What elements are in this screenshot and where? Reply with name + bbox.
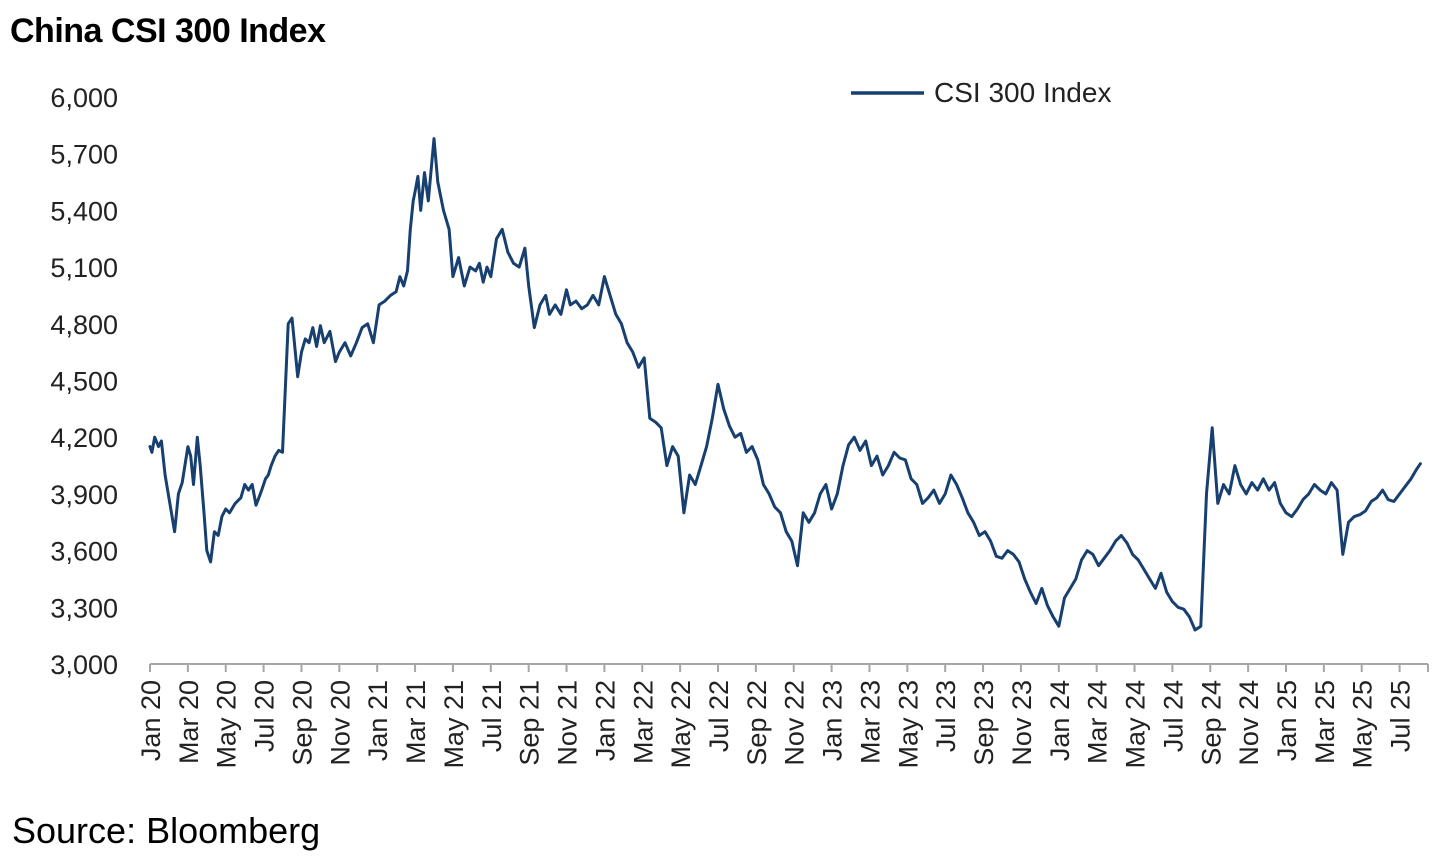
legend: CSI 300 Index [851, 77, 1111, 108]
chart-title: China CSI 300 Index [10, 12, 326, 50]
source-note: Source: Bloomberg [12, 810, 321, 851]
y-tick-label: 5,100 [50, 253, 118, 283]
x-axis: Jan 20 Mar 20 May 20 Jul 20 Sep 20 Nov 20 Jan … [136, 663, 1429, 769]
x-tick-label: Nov 21 [553, 680, 583, 766]
y-tick-label: 3,000 [50, 650, 118, 680]
series-line-csi-300 [148, 137, 1422, 632]
x-tick-label: Mar 22 [628, 680, 658, 764]
x-tick-label: May 24 [1121, 680, 1151, 769]
x-tick-label: Jul 22 [704, 680, 734, 752]
y-tick-label: 3,900 [50, 480, 118, 510]
y-tick-label: 3,300 [50, 593, 118, 623]
x-tick-label: Jul 20 [250, 680, 280, 752]
x-tick-label: Nov 20 [325, 680, 355, 766]
y-tick-label: 4,800 [50, 310, 118, 340]
y-tick-label: 5,700 [50, 140, 118, 170]
x-tick-label: Mar 23 [855, 680, 885, 764]
x-tick-label: Jan 23 [818, 680, 848, 761]
x-tick-label: Jan 25 [1272, 680, 1302, 761]
y-axis: 3,000 3,300 3,600 3,900 4,200 4,500 4,800 5,100… [50, 83, 118, 680]
x-tick-label: Nov 23 [1007, 680, 1037, 766]
x-tick-label: Mar 24 [1083, 680, 1113, 764]
x-tick-label: Jul 21 [477, 680, 507, 752]
x-tick-label: May 25 [1348, 680, 1378, 769]
x-tick-label: Jan 24 [1045, 680, 1075, 761]
x-tick-label: Nov 24 [1234, 680, 1264, 766]
line-chart: 3,000 3,300 3,600 3,900 4,200 4,500 4,800 5,100… [50, 77, 1429, 769]
y-tick-label: 6,000 [50, 83, 118, 113]
series-layer [148, 137, 1422, 632]
y-tick-label: 5,400 [50, 196, 118, 226]
x-tick-label: Jul 23 [931, 680, 961, 752]
x-tick-label: Jan 21 [363, 680, 393, 761]
y-tick-label: 4,500 [50, 367, 118, 397]
x-tick-label: Sep 23 [969, 680, 999, 766]
x-tick-label: May 21 [439, 680, 469, 769]
x-tick-label: May 20 [212, 680, 242, 769]
x-tick-label: Mar 21 [401, 680, 431, 764]
x-tick-label: Sep 20 [287, 680, 317, 766]
x-tick-label: Jul 24 [1158, 680, 1188, 752]
x-tick-label: Mar 20 [174, 680, 204, 764]
y-tick-label: 3,600 [50, 537, 118, 567]
legend-label: CSI 300 Index [934, 77, 1111, 108]
x-tick-label: Jan 22 [590, 680, 620, 761]
x-tick-label: May 23 [893, 680, 923, 769]
x-tick-label: Mar 25 [1310, 680, 1340, 764]
x-tick-label: Nov 22 [780, 680, 810, 766]
y-tick-label: 4,200 [50, 423, 118, 453]
x-tick-label: May 22 [666, 680, 696, 769]
x-tick-label: Sep 21 [515, 680, 545, 766]
x-tick-label: Jan 20 [136, 680, 166, 761]
x-tick-label: Sep 24 [1196, 680, 1226, 766]
x-tick-label: Jul 25 [1386, 680, 1416, 752]
x-tick-label: Sep 22 [742, 680, 772, 766]
